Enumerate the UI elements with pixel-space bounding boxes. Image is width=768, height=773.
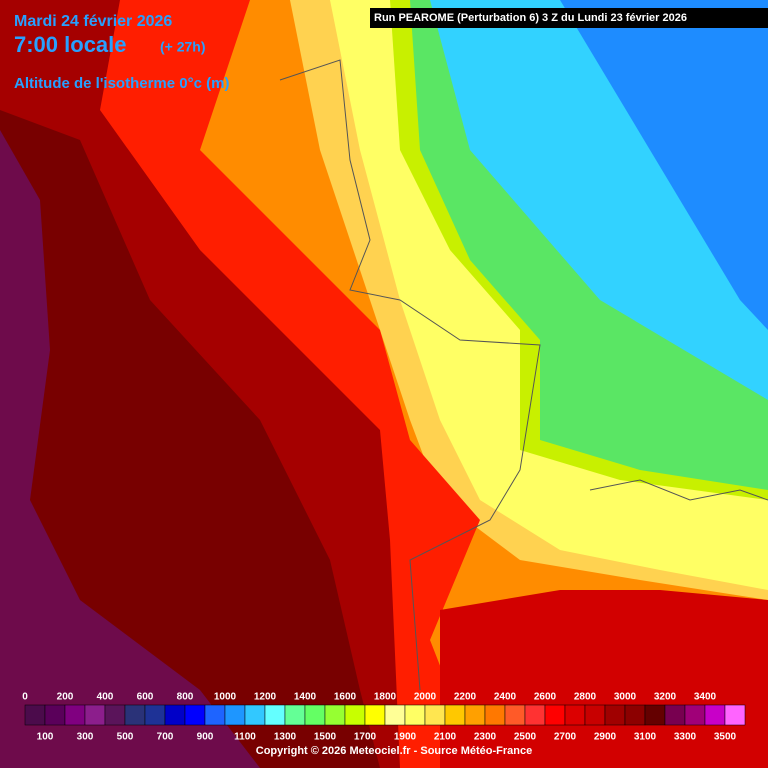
legend-label: 1700 — [354, 732, 377, 743]
legend-swatch — [264, 704, 286, 726]
legend-label: 2000 — [414, 692, 437, 703]
legend-label: 2600 — [534, 692, 557, 703]
legend-swatch — [24, 704, 46, 726]
legend-swatch — [124, 704, 146, 726]
legend-label: 2500 — [514, 732, 537, 743]
run-info: Run PEAROME (Perturbation 6) 3 Z du Lund… — [374, 12, 687, 24]
legend-swatch — [344, 704, 366, 726]
legend-swatch — [144, 704, 166, 726]
legend-label: 2100 — [434, 732, 457, 743]
legend-label: 900 — [197, 732, 214, 743]
copyright: Copyright © 2026 Meteociel.fr - Source M… — [256, 745, 532, 757]
legend-swatch — [384, 704, 406, 726]
legend-label: 400 — [97, 692, 114, 703]
legend-swatch — [584, 704, 606, 726]
legend-label: 1200 — [254, 692, 277, 703]
legend-swatch — [204, 704, 226, 726]
legend-label: 2300 — [474, 732, 497, 743]
legend-swatch — [244, 704, 266, 726]
legend-label: 3200 — [654, 692, 677, 703]
legend-label: 100 — [37, 732, 54, 743]
legend-label: 1100 — [234, 732, 256, 743]
legend-label: 700 — [157, 732, 174, 743]
legend-label: 1800 — [374, 692, 397, 703]
legend-swatch — [564, 704, 586, 726]
legend-label: 3500 — [714, 732, 737, 743]
legend-label: 3000 — [614, 692, 637, 703]
legend-label: 3100 — [634, 732, 657, 743]
run-banner — [370, 8, 768, 28]
legend-label: 2400 — [494, 692, 517, 703]
legend-label: 200 — [57, 692, 74, 703]
legend-swatch — [504, 704, 526, 726]
legend-swatch — [684, 704, 706, 726]
legend-label: 1500 — [314, 732, 337, 743]
legend-swatch — [404, 704, 426, 726]
legend-swatch — [184, 704, 206, 726]
legend-swatch — [664, 704, 686, 726]
legend-label: 3300 — [674, 732, 697, 743]
legend-swatch — [364, 704, 386, 726]
legend-label: 2800 — [574, 692, 597, 703]
legend-swatch — [44, 704, 66, 726]
legend-label: 0 — [22, 692, 28, 703]
legend-swatch — [604, 704, 626, 726]
legend-swatch — [724, 704, 746, 726]
legend-label: 2200 — [454, 692, 477, 703]
legend-swatch — [224, 704, 246, 726]
date: Mardi 24 février 2026 — [14, 13, 172, 30]
legend-swatch — [544, 704, 566, 726]
legend-swatch — [324, 704, 346, 726]
legend-swatch — [104, 704, 126, 726]
legend-label: 2700 — [554, 732, 577, 743]
legend-swatch — [464, 704, 486, 726]
legend-label: 1000 — [214, 692, 237, 703]
legend-label: 800 — [177, 692, 194, 703]
legend-label: 1900 — [394, 732, 417, 743]
legend-label: 300 — [77, 732, 94, 743]
legend-swatch — [284, 704, 306, 726]
lead-time: (+ 27h) — [160, 39, 206, 55]
legend-swatch — [424, 704, 446, 726]
legend-swatch — [64, 704, 86, 726]
legend-label: 1600 — [334, 692, 357, 703]
legend-swatch — [84, 704, 106, 726]
legend-swatch — [644, 704, 666, 726]
legend-swatch — [524, 704, 546, 726]
legend-swatch — [444, 704, 466, 726]
legend-swatch — [704, 704, 726, 726]
parameter: Altitude de l'isotherme 0°c (m) — [14, 75, 229, 92]
legend-label: 3400 — [694, 692, 717, 703]
legend-swatch — [304, 704, 326, 726]
legend-swatch — [624, 704, 646, 726]
legend-label: 500 — [117, 732, 134, 743]
legend: 0 100 200 300 400 500 600 700 800 900 1000 1100 1200… — [22, 692, 746, 743]
legend-swatch — [164, 704, 186, 726]
time: 7:00 locale — [14, 32, 127, 57]
legend-swatch — [484, 704, 506, 726]
legend-label: 600 — [137, 692, 154, 703]
legend-label: 2900 — [594, 732, 617, 743]
legend-label: 1400 — [294, 692, 317, 703]
legend-label: 1300 — [274, 732, 297, 743]
